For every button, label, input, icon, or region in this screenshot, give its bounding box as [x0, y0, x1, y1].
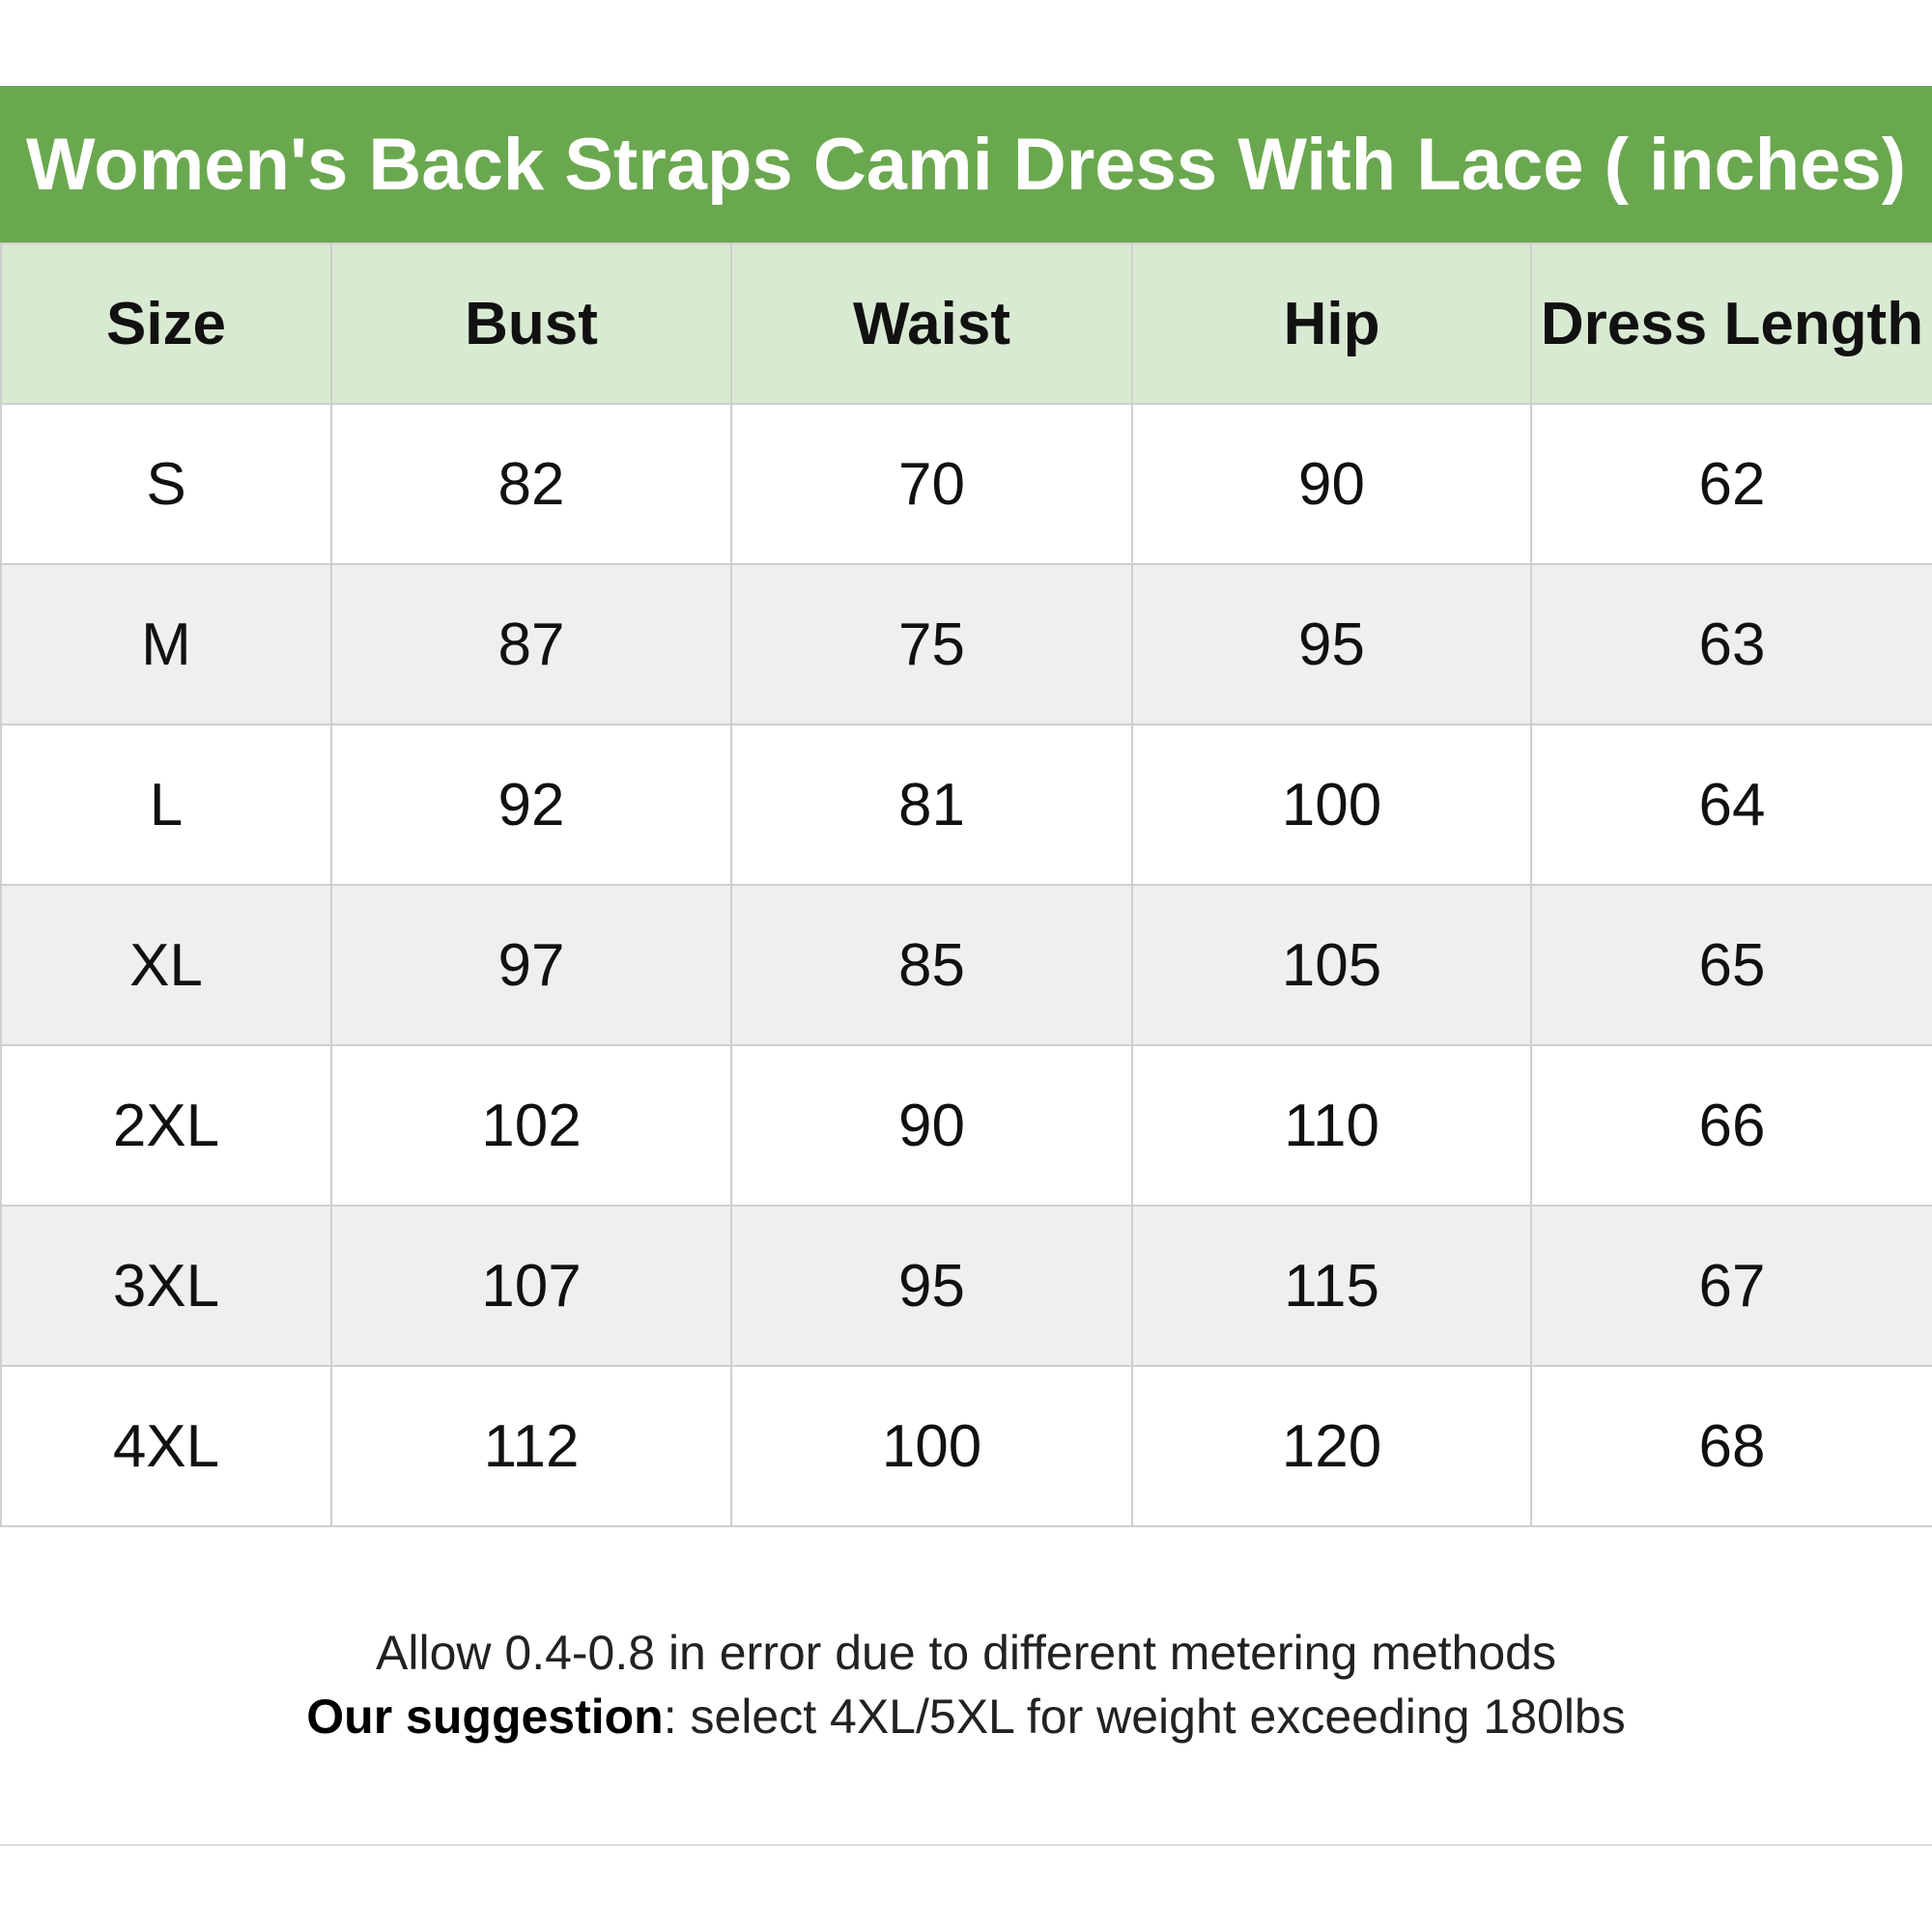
table-cell: 3XL	[0, 1205, 332, 1367]
chart-title: Women's Back Straps Cami Dress With Lace…	[0, 86, 1932, 242]
table-cell: 105	[1131, 884, 1532, 1046]
table-cell: 100	[1131, 724, 1532, 886]
size-table: Size Bust Waist Hip Dress Length S 82 70 90 62 M 8…	[0, 242, 1932, 1527]
table-cell: 90	[1131, 403, 1532, 565]
table-cell: 82	[330, 403, 732, 565]
footer-note: Allow 0.4-0.8 in error due to different …	[0, 1525, 1932, 1846]
table-cell: 81	[730, 724, 1133, 886]
table-cell: 100	[730, 1365, 1133, 1527]
suggestion-text: : select 4XL/5XL for weight exceeding 18…	[663, 1690, 1626, 1744]
table-cell: 85	[730, 884, 1133, 1046]
table-cell: 75	[730, 563, 1133, 725]
table-row: M 87 75 95 63	[0, 563, 1932, 725]
table-cell: 107	[330, 1205, 732, 1367]
table-cell: 110	[1131, 1044, 1532, 1207]
table-cell: L	[0, 724, 332, 886]
table-cell: 67	[1530, 1205, 1932, 1367]
table-cell: 2XL	[0, 1044, 332, 1207]
table-cell: 120	[1131, 1365, 1532, 1527]
table-cell: 70	[730, 403, 1133, 565]
table-cell: 102	[330, 1044, 732, 1207]
header-row: Size Bust Waist Hip Dress Length	[0, 242, 1932, 405]
table-cell: 65	[1530, 884, 1932, 1046]
table-cell: 68	[1530, 1365, 1932, 1527]
column-header: Size	[0, 242, 332, 405]
table-row: 2XL 102 90 110 66	[0, 1044, 1932, 1207]
table-cell: 112	[330, 1365, 732, 1527]
error-note: Allow 0.4-0.8 in error due to different …	[376, 1626, 1556, 1680]
table-cell: M	[0, 563, 332, 725]
column-header: Waist	[730, 242, 1133, 405]
table-cell: 4XL	[0, 1365, 332, 1527]
suggestion-note: Our suggestion: select 4XL/5XL for weigh…	[306, 1685, 1625, 1748]
column-header: Dress Length	[1530, 242, 1932, 405]
table-row: XL 97 85 105 65	[0, 884, 1932, 1046]
table-cell: 95	[730, 1205, 1133, 1367]
table-row: 4XL 112 100 120 68	[0, 1365, 1932, 1527]
table-cell: 97	[330, 884, 732, 1046]
table-cell: S	[0, 403, 332, 565]
column-header: Bust	[330, 242, 732, 405]
table-cell: 115	[1131, 1205, 1532, 1367]
table-row: L 92 81 100 64	[0, 724, 1932, 886]
table-cell: 90	[730, 1044, 1133, 1207]
table-cell: 87	[330, 563, 732, 725]
table-cell: 66	[1530, 1044, 1932, 1207]
column-header: Hip	[1131, 242, 1532, 405]
table-row: 3XL 107 95 115 67	[0, 1205, 1932, 1367]
suggestion-label: Our suggestion	[306, 1690, 664, 1744]
table-cell: 64	[1530, 724, 1932, 886]
table-cell: XL	[0, 884, 332, 1046]
table-row: S 82 70 90 62	[0, 403, 1932, 565]
table-cell: 92	[330, 724, 732, 886]
table-cell: 62	[1530, 403, 1932, 565]
table-cell: 63	[1530, 563, 1932, 725]
table-cell: 95	[1131, 563, 1532, 725]
